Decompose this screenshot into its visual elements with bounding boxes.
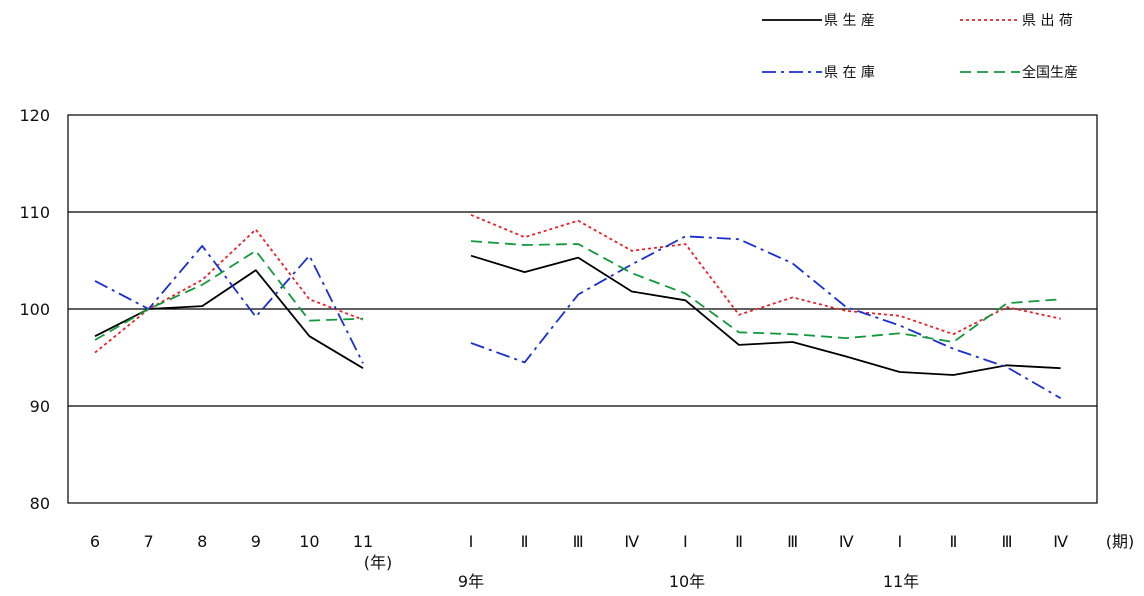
series-line (470, 240, 1061, 343)
x-tick-label: Ⅲ (573, 532, 584, 551)
legend-label: 県 在 庫 (824, 64, 875, 81)
y-tick-label: 100 (19, 300, 50, 319)
x-tick-label: Ⅳ (1053, 532, 1068, 551)
x-tick-label: 7 (144, 532, 154, 551)
x-tick-label: Ⅲ (1001, 532, 1012, 551)
y-axis-ticks: 80 90 100 110 120 (19, 106, 50, 513)
quarterly-unit-label: (期) (1106, 532, 1135, 551)
series-lines (94, 214, 1062, 399)
x-tick-label: 11 (353, 532, 373, 551)
series-line (470, 235, 1062, 399)
x-tick-label: I (683, 532, 688, 551)
series-line (94, 244, 364, 364)
x-tick-label: 8 (197, 532, 207, 551)
series-line (94, 228, 364, 354)
x-tick-label: Ⅳ (839, 532, 854, 551)
x-tick-label: Ⅱ (949, 532, 957, 551)
series-line (94, 269, 364, 369)
year-group-label: 10年 (669, 572, 705, 591)
y-tick-label: 80 (30, 494, 50, 513)
x-tick-label: Ⅲ (787, 532, 798, 551)
series-line (94, 249, 364, 341)
x-tick-label: I (897, 532, 902, 551)
x-tick-label: Ⅳ (624, 532, 639, 551)
y-tick-label: 120 (19, 106, 50, 125)
legend-label: 県 出 荷 (1022, 13, 1073, 29)
legend-label: 全国生産 (1022, 64, 1078, 81)
legend: 県 生 産 県 出 荷県 在 庫 全国生産 (762, 13, 1078, 81)
gridlines (68, 211, 1097, 407)
year-group-label: 11年 (883, 572, 919, 591)
x-tick-label: Ⅱ (521, 532, 529, 551)
series-line (470, 254, 1061, 376)
y-tick-label: 110 (19, 203, 50, 222)
x-tick-label: I (469, 532, 474, 551)
year-group-labels: 9年 10年 11年 (458, 572, 919, 591)
y-tick-label: 90 (30, 397, 50, 416)
x-tick-label: 10 (299, 532, 319, 551)
legend-label: 県 生 産 (824, 13, 875, 29)
year-group-label: 9年 (458, 572, 484, 591)
x-tick-label: 9 (251, 532, 261, 551)
annual-unit-label: (年) (364, 553, 393, 572)
x-tick-label: 6 (90, 532, 100, 551)
x-tick-label: Ⅱ (735, 532, 743, 551)
x-axis-ticks: 6 7 8 9 10 11 I Ⅱ Ⅲ Ⅳ I Ⅱ Ⅲ Ⅳ I Ⅱ Ⅲ Ⅳ (90, 532, 1068, 551)
series-line (470, 214, 1061, 336)
